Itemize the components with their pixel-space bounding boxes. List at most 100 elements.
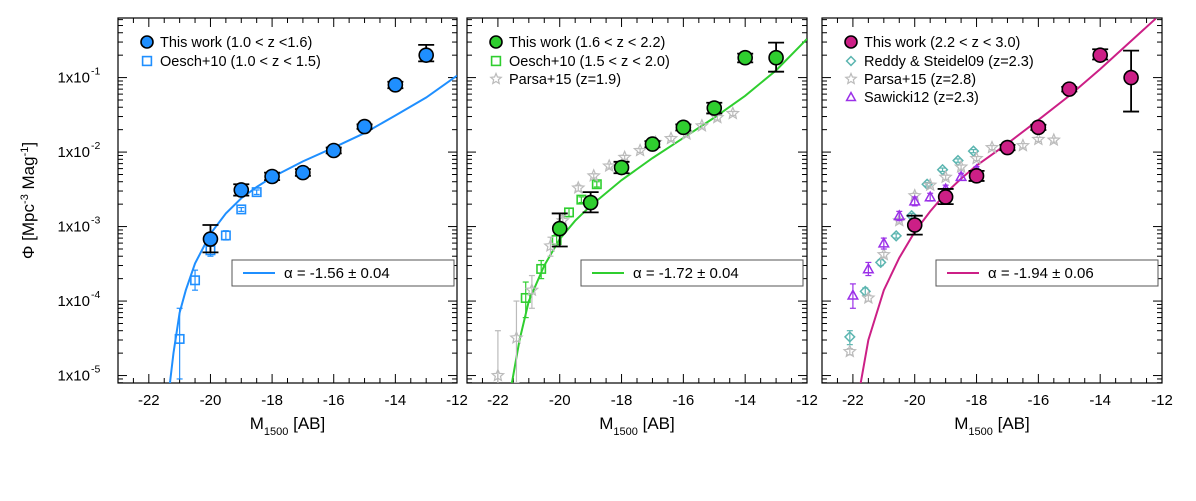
- legend: This work (1.6 < z < 2.2) Oesch+10 (1.5 <…: [489, 35, 670, 88]
- data-point: [644, 136, 661, 152]
- y-tick-exponent: -5: [91, 364, 100, 376]
- y-axis-ticks: [822, 19, 1162, 384]
- data-point: [520, 292, 531, 303]
- series-star-open: [842, 131, 1062, 358]
- alpha-value: α = -1.56 ± 0.04: [284, 265, 390, 282]
- y-tick-exponent: -2: [91, 140, 100, 152]
- data-point: [768, 49, 784, 66]
- data-point: [190, 275, 201, 286]
- x-tick-label: -20: [549, 392, 571, 409]
- data-point: [968, 168, 985, 184]
- data-point: [632, 142, 648, 157]
- x-tick-label: -20: [200, 392, 222, 409]
- legend: This work (1.0 < z <1.6) Oesch+10 (1.0 < …: [140, 35, 321, 70]
- x-axis-title: M1500 [AB]: [250, 414, 326, 438]
- x-axis-title: M1500 [AB]: [954, 414, 1030, 438]
- data-point: [725, 105, 741, 120]
- legend-label: Sawicki12 (z=2.3): [864, 90, 979, 106]
- series-triangle-open: [846, 163, 983, 309]
- data-point: [876, 247, 892, 261]
- x-tick-label: -22: [487, 392, 509, 409]
- y-axis-title: Φ [Mpc-3 Mag-1]: [19, 142, 38, 259]
- data-point: [295, 164, 311, 181]
- legend-label: Oesch+10 (1.0 < z < 1.5): [160, 54, 321, 70]
- data-point: [924, 190, 937, 202]
- x-axis-title-main: M: [599, 414, 613, 433]
- data-point: [862, 262, 875, 274]
- data-point: [908, 194, 921, 206]
- legend-marker: [845, 55, 857, 67]
- legend-marker: [844, 71, 858, 85]
- y-tick-label: 1x10: [57, 293, 90, 310]
- y-tick-label: 1x10: [57, 368, 90, 385]
- data-point: [937, 189, 954, 205]
- alpha-value: α = -1.94 ± 0.06: [988, 265, 1094, 282]
- legend-label: Reddy & Steidel09 (z=2.3): [864, 54, 1034, 70]
- data-point: [874, 256, 887, 269]
- plot-area: [842, 18, 1157, 383]
- data-point: [251, 187, 262, 198]
- data-point: [936, 163, 949, 176]
- data-point: [861, 290, 876, 305]
- y-axis-ticks: [118, 19, 457, 384]
- data-point: [582, 194, 599, 211]
- data-point: [955, 170, 968, 182]
- x-tick-label: -20: [904, 392, 926, 409]
- x-axis-title-main: M: [954, 414, 968, 433]
- data-point: [984, 139, 1000, 154]
- x-tick-label: -12: [446, 392, 468, 409]
- x-axis-title: M1500 [AB]: [599, 414, 675, 438]
- legend: This work (2.2 < z < 3.0) Reddy & Steidel…: [844, 35, 1034, 106]
- panel-right: -22 -20 -18 -16 -14 -12 M1500 [AB] This work (2…: [821, 17, 1173, 438]
- data-point: [938, 169, 953, 184]
- data-point: [842, 343, 858, 358]
- data-point: [601, 158, 617, 173]
- x-axis-ticks: [466, 18, 808, 383]
- data-point: [843, 331, 856, 343]
- x-axis-title-subscript: 1500: [613, 426, 637, 438]
- data-point: [617, 149, 632, 164]
- data-point: [418, 47, 434, 63]
- legend-label: This work (2.2 < z < 3.0): [864, 35, 1020, 51]
- y-axis-ticks: [467, 19, 807, 384]
- data-point: [490, 367, 506, 382]
- data-point: [233, 182, 250, 198]
- y-axis-title-part: ]: [19, 142, 38, 147]
- legend-marker: [845, 91, 857, 102]
- fit-curve: [168, 74, 457, 383]
- data-point: [264, 168, 280, 185]
- series-circle: [202, 43, 435, 254]
- data-point: [174, 333, 185, 344]
- data-point: [1046, 132, 1062, 147]
- x-axis-title-subscript: 1500: [264, 426, 288, 438]
- x-tick-label: -14: [385, 392, 407, 409]
- fit-alpha-box: α = -1.72 ± 0.04: [580, 259, 804, 287]
- data-point: [953, 159, 969, 174]
- x-axis-ticks: [117, 18, 458, 383]
- plot-frame: [117, 17, 458, 384]
- data-point: [969, 150, 984, 165]
- data-point: [613, 159, 630, 176]
- data-point: [737, 49, 753, 66]
- y-axis-title-part: Mag: [19, 156, 38, 194]
- data-point: [563, 207, 574, 218]
- legend-marker: [844, 35, 858, 49]
- x-axis-title-main: M: [250, 414, 264, 433]
- data-point: [1030, 119, 1047, 136]
- data-point: [1015, 138, 1031, 152]
- x-axis-title-rest: [AB]: [993, 414, 1030, 433]
- legend-label: This work (1.6 < z < 2.2): [509, 35, 665, 51]
- plot-area: [168, 43, 457, 383]
- y-tick-exponent: -3: [91, 215, 100, 227]
- y-axis-title-part: Φ [Mpc: [19, 203, 38, 259]
- x-tick-label: -16: [673, 392, 695, 409]
- data-point: [202, 231, 219, 247]
- data-point: [387, 77, 404, 93]
- data-point: [236, 204, 247, 215]
- y-tick-exponent: -1: [91, 66, 100, 78]
- x-axis-title-rest: [AB]: [638, 414, 675, 433]
- data-point: [877, 236, 890, 248]
- data-point: [1092, 47, 1108, 63]
